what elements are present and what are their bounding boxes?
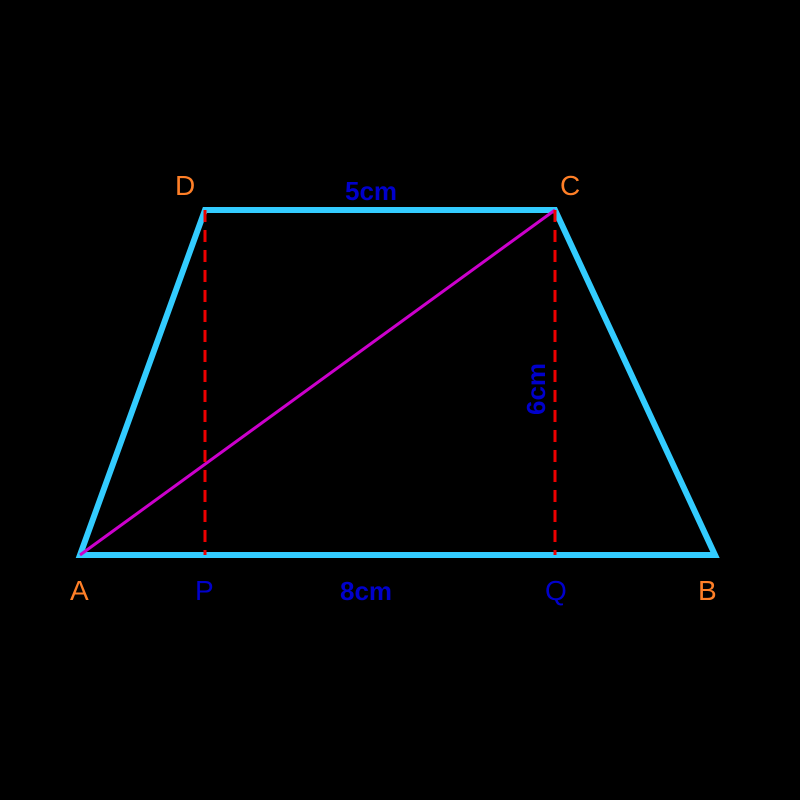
vertex-label-c: C: [560, 170, 580, 201]
point-label-p: P: [195, 575, 214, 606]
diagonal-ac: [80, 210, 555, 555]
vertex-label-d: D: [175, 170, 195, 201]
point-label-q: Q: [545, 575, 567, 606]
measure-ab: 8cm: [340, 576, 392, 606]
measure-cq: 6cm: [521, 363, 551, 415]
vertex-label-a: A: [70, 575, 89, 606]
trapezoid-outline: [80, 210, 715, 555]
trapezoid-diagram: A B C D P Q 5cm 6cm 8cm: [0, 0, 800, 800]
measure-dc: 5cm: [345, 176, 397, 206]
vertex-label-b: B: [698, 575, 717, 606]
